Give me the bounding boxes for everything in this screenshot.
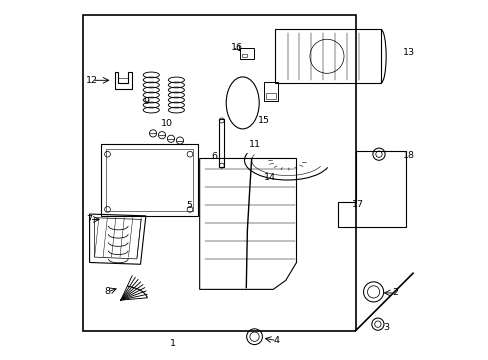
Text: 16: 16 <box>231 43 243 52</box>
Bar <box>219 119 224 167</box>
Text: 7: 7 <box>86 215 92 224</box>
Bar <box>242 54 246 57</box>
Text: 5: 5 <box>185 201 191 210</box>
Bar <box>274 30 380 83</box>
Text: 18: 18 <box>402 151 414 160</box>
Text: 8: 8 <box>104 287 110 296</box>
Bar <box>101 144 198 216</box>
Text: 9: 9 <box>142 97 148 106</box>
Text: 1: 1 <box>169 339 175 348</box>
Text: 14: 14 <box>264 173 276 182</box>
Text: 2: 2 <box>391 288 397 297</box>
Text: 12: 12 <box>86 76 98 85</box>
Text: 15: 15 <box>258 116 270 125</box>
Bar <box>264 82 277 101</box>
Bar <box>105 149 193 211</box>
Text: 17: 17 <box>351 200 363 209</box>
Text: 3: 3 <box>382 323 388 332</box>
Bar <box>265 93 276 99</box>
Bar <box>83 15 355 330</box>
Bar <box>240 48 253 59</box>
Polygon shape <box>355 273 412 330</box>
Text: 4: 4 <box>273 336 279 345</box>
Text: 10: 10 <box>161 119 173 128</box>
Text: 6: 6 <box>211 152 217 161</box>
Text: 11: 11 <box>249 140 261 149</box>
Text: 13: 13 <box>403 48 415 57</box>
